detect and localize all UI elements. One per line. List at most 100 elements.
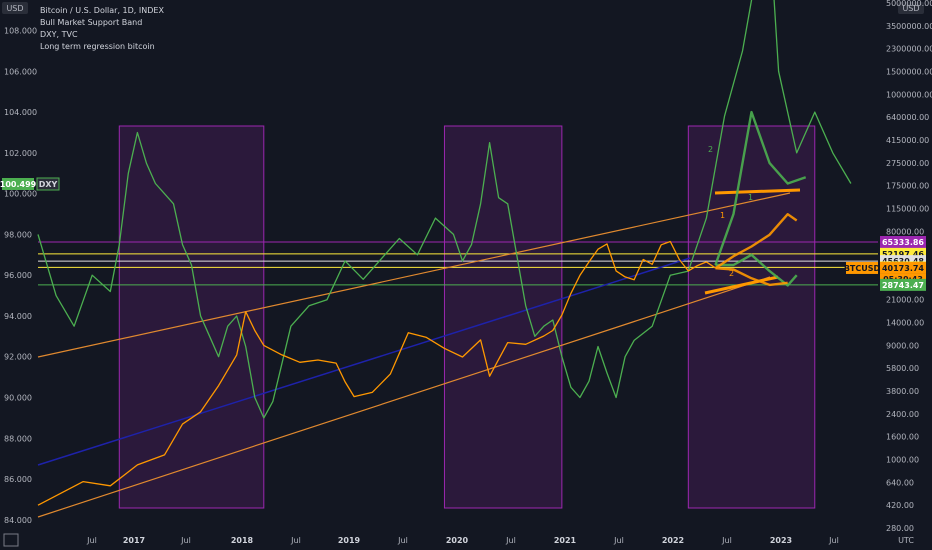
right-axis-tick: 175000.00 <box>886 182 929 191</box>
right-axis-tick: 275000.00 <box>886 159 929 168</box>
legend-symbol[interactable]: Bitcoin / U.S. Dollar, 1D, INDEX <box>40 6 164 15</box>
projection-bottom-thick <box>704 275 779 295</box>
right-axis-tick: 3500000.00 <box>886 22 932 31</box>
projection-annotation-2: 1 <box>720 211 725 220</box>
left-axis-tick: 84.000 <box>4 516 32 525</box>
settings-icon[interactable] <box>3 533 19 547</box>
price-tag-value: 28743.47 <box>882 281 924 290</box>
highlight-zone-3 <box>687 125 816 509</box>
right-axis-tick: 3800.00 <box>886 387 919 396</box>
regression-channel <box>37 188 801 518</box>
time-axis-year: 2021 <box>554 536 577 545</box>
right-axis-tick: 280.00 <box>886 524 914 533</box>
time-axis-month: Jul <box>505 536 516 545</box>
right-axis-tick: 1000000.00 <box>886 90 932 99</box>
channel-upper-line <box>37 192 791 358</box>
left-axis-tick: 98.000 <box>4 230 32 239</box>
series-line-2 <box>37 240 716 506</box>
right-axis-tick: 80000.00 <box>886 227 924 236</box>
right-axis-tick: 115000.00 <box>886 204 929 213</box>
right-axis-tick: 21000.00 <box>886 296 924 305</box>
right-axis-tick: 420.00 <box>886 501 914 510</box>
price-tag-bg <box>880 261 926 274</box>
right-axis-tick: 415000.00 <box>886 136 929 145</box>
right-axis-tick: 9000.00 <box>886 341 919 350</box>
right-axis-tick: 14000.00 <box>886 319 924 328</box>
right-axis-tick: 1500000.00 <box>886 67 932 76</box>
right-axis-tick: 640.00 <box>886 478 914 487</box>
left-axis-tick: 108.000 <box>4 27 37 36</box>
time-axis-month: Jul <box>290 536 301 545</box>
projection-line-4 <box>715 267 788 287</box>
left-axis-tick: 106.000 <box>4 67 37 76</box>
time-axis-month: Jul <box>397 536 408 545</box>
price-tag-bg <box>880 235 926 248</box>
price-tag-symbol: BTCUSD <box>844 264 881 273</box>
price-tag-value: 40173.74 <box>882 264 924 273</box>
price-tag-bg <box>880 278 926 291</box>
left-axis-tick: 100.000 <box>4 190 37 199</box>
utc-label[interactable]: UTC <box>898 536 914 545</box>
legend-dxy[interactable]: DXY, TVC <box>40 30 78 39</box>
time-axis-month: Jul <box>180 536 191 545</box>
left-axis-tick: 88.000 <box>4 434 32 443</box>
left-axis-tick: 104.000 <box>4 108 37 117</box>
time-axis-year: 2023 <box>770 536 792 545</box>
left-axis-tick: 102.000 <box>4 149 37 158</box>
utc-label-text: UTC <box>898 536 914 545</box>
right-axis-tick: 2300000.00 <box>886 45 932 54</box>
series-line-1 <box>37 0 852 419</box>
left-axis-tick: 90.000 <box>4 394 32 403</box>
legend-bull-band[interactable]: Bull Market Support Band <box>40 18 142 27</box>
right-price-tags: 65333.8652197.4645630.4840585.2540173.74… <box>844 235 926 291</box>
time-axis-month: Jul <box>828 536 839 545</box>
dxy-tag: 100.499 DXY <box>0 177 60 191</box>
dxy-tag-value: 100.499 <box>0 180 37 189</box>
right-axis-tick: 5800.00 <box>886 364 919 373</box>
right-axis-tick: 5000000.00 <box>886 0 932 8</box>
right-axis-tick: 1000.00 <box>886 456 919 465</box>
price-tag-value: 52197.46 <box>882 250 924 259</box>
right-axis-tick: 640000.00 <box>886 113 929 122</box>
projection-annotation-4: 2 <box>729 269 734 278</box>
time-axis-month: Jul <box>86 536 97 545</box>
time-axis-year: 2019 <box>338 536 361 545</box>
projection-top-thick <box>714 188 801 195</box>
price-tag-value: 65333.86 <box>882 238 924 247</box>
right-axis-tick: 2400.00 <box>886 410 919 419</box>
corner-usd-left[interactable]: USD <box>2 2 28 14</box>
dxy-tag-label-bg <box>36 177 60 191</box>
time-axis-month: Jul <box>721 536 732 545</box>
right-axis-tick: 1600.00 <box>886 433 919 442</box>
price-tag-symbol-bg <box>846 261 878 274</box>
corner-usd-right[interactable]: USD <box>898 2 924 14</box>
series-lines: 2 1 1 2 <box>37 0 852 506</box>
time-axis-year: 2022 <box>662 536 684 545</box>
projection-annotation-1: 2 <box>708 145 713 154</box>
left-axis-tick: 94.000 <box>4 312 32 321</box>
corner-usd-right-text: USD <box>902 4 919 13</box>
highlight-zone-1 <box>118 125 265 509</box>
channel-lower-line <box>37 276 771 518</box>
price-tag-bg <box>880 247 926 260</box>
legend-regression[interactable]: Long term regression bitcoin <box>40 42 155 51</box>
time-axis-year: 2017 <box>123 536 145 545</box>
dxy-tag-value-bg <box>2 178 34 190</box>
left-axis-tick: 92.000 <box>4 353 32 362</box>
projection-annotation-3: 1 <box>748 193 753 202</box>
time-axis-year: 2018 <box>231 536 254 545</box>
time-axis-year: 2020 <box>446 536 469 545</box>
dxy-tag-label: DXY <box>39 180 58 189</box>
legend: Bitcoin / U.S. Dollar, 1D, INDEX Bull Ma… <box>40 6 164 51</box>
time-axis[interactable]: Jul 2017 Jul 2018 Jul 2019 Jul 2020 Jul 2021 Jul 20… <box>86 536 839 545</box>
left-axis[interactable]: 108.000 106.000 104.000 102.000 100.000 98.00… <box>4 27 37 525</box>
projection-line-3 <box>714 213 798 270</box>
left-axis-tick: 86.000 <box>4 475 32 484</box>
projection-line-2 <box>715 253 798 287</box>
channel-center-line <box>37 257 691 466</box>
time-axis-month: Jul <box>613 536 624 545</box>
corner-usd-left-text: USD <box>6 4 23 13</box>
left-axis-tick: 96.000 <box>4 271 32 280</box>
